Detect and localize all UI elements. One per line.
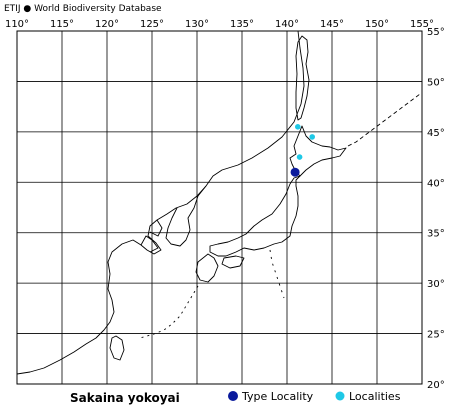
coast-sakhalin bbox=[295, 35, 310, 121]
legend: Type Locality Localities bbox=[228, 390, 401, 403]
locality-point bbox=[309, 134, 316, 140]
latitude-labels: 55° 50° 45° 40° 35° 30° 25° 20° bbox=[427, 27, 445, 391]
latitude-tick-label: 45° bbox=[427, 128, 445, 139]
locality-points bbox=[295, 124, 316, 160]
coast-shandong bbox=[140, 235, 159, 253]
legend-localities-label: Localities bbox=[349, 390, 401, 403]
credit-prefix: ETIJ bbox=[4, 4, 21, 14]
coast-kyushu bbox=[195, 253, 219, 283]
credit-source: World Biodiversity Database bbox=[34, 4, 162, 14]
coast-korea bbox=[165, 185, 207, 247]
coast-mainland bbox=[16, 30, 305, 375]
latitude-tick-label: 55° bbox=[427, 27, 445, 38]
coast-taiwan bbox=[109, 335, 125, 361]
coast-izu bbox=[269, 249, 285, 299]
longitude-tick-label: 120° bbox=[95, 19, 119, 30]
latitude-tick-label: 20° bbox=[427, 380, 445, 391]
longitude-tick-label: 110° bbox=[5, 19, 29, 30]
latitude-tick-label: 40° bbox=[427, 178, 445, 189]
longitude-labels: 110° 115° 120° 125° 130° 135° 140° 145° 150° 155° bbox=[5, 19, 434, 30]
credit-bullet-icon: ● bbox=[23, 4, 34, 14]
coastlines bbox=[16, 30, 421, 375]
coast-kurils bbox=[347, 93, 421, 147]
longitude-tick-label: 125° bbox=[140, 19, 164, 30]
coast-liaodong bbox=[149, 219, 163, 237]
latitude-tick-label: 35° bbox=[427, 229, 445, 240]
latitude-tick-label: 25° bbox=[427, 330, 445, 341]
latitude-tick-label: 50° bbox=[427, 77, 445, 88]
legend-type-locality-label: Type Locality bbox=[241, 390, 314, 403]
coast-shikoku bbox=[221, 255, 245, 269]
locality-point bbox=[295, 124, 301, 130]
type-locality-points bbox=[290, 167, 300, 177]
latitude-tick-label: 30° bbox=[427, 279, 445, 290]
longitude-tick-label: 130° bbox=[185, 19, 209, 30]
coast-hokkaido bbox=[289, 125, 347, 177]
locality-point bbox=[296, 154, 303, 160]
graticule bbox=[16, 30, 423, 385]
legend-type-locality-icon bbox=[228, 391, 238, 401]
longitude-tick-label: 140° bbox=[275, 19, 299, 30]
longitude-tick-label: 150° bbox=[365, 19, 389, 30]
longitude-tick-label: 135° bbox=[230, 19, 254, 30]
coast-honshu bbox=[209, 175, 301, 257]
longitude-tick-label: 145° bbox=[320, 19, 344, 30]
legend-localities-icon bbox=[335, 391, 345, 401]
credit-text: ETIJ ● World Biodiversity Database bbox=[4, 4, 162, 14]
type-locality-point bbox=[290, 167, 300, 177]
longitude-tick-label: 155° bbox=[410, 19, 434, 30]
map-frame bbox=[16, 30, 423, 385]
longitude-tick-label: 115° bbox=[50, 19, 74, 30]
coast-ryukyu bbox=[139, 285, 199, 339]
species-name: Sakaina yokoyai bbox=[70, 391, 180, 405]
